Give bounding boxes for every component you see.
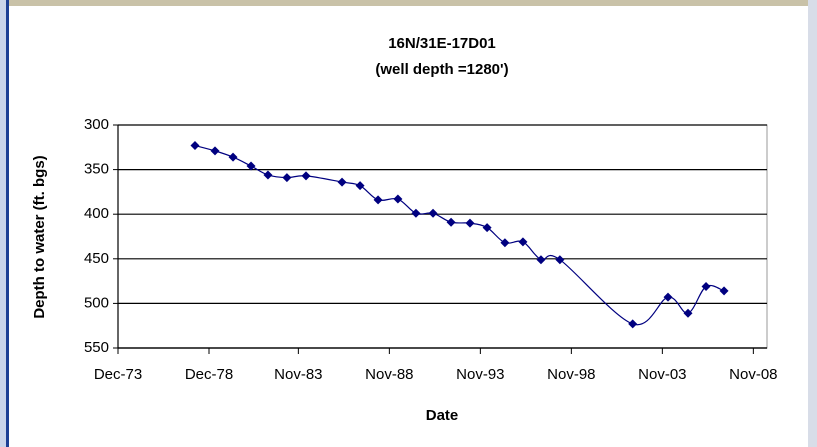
marker: [411, 208, 421, 218]
marker: [701, 281, 711, 291]
marker: [663, 292, 673, 302]
top-strip: [0, 0, 817, 6]
marker: [465, 218, 475, 228]
marker: [518, 237, 528, 247]
plot-area: [117, 124, 768, 349]
marker: [337, 177, 347, 187]
x-tick-label: Dec-78: [185, 366, 233, 383]
marker: [628, 319, 638, 329]
marker: [482, 223, 492, 233]
marker: [210, 146, 220, 156]
marker: [301, 171, 311, 181]
x-tick-label: Nov-93: [456, 366, 504, 383]
x-tick-label: Nov-03: [638, 366, 686, 383]
x-tick-label: Nov-08: [729, 366, 777, 383]
marker: [555, 255, 565, 265]
y-axis-title: Depth to water (ft. bgs): [31, 155, 48, 318]
left-border: [6, 0, 9, 447]
marker: [263, 170, 273, 180]
marker: [228, 152, 238, 162]
y-tick-label: 300: [84, 116, 109, 133]
y-tick-label: 450: [84, 250, 109, 267]
x-axis-title: Date: [426, 407, 459, 424]
marker: [536, 255, 546, 265]
x-tick-label: Dec-73: [94, 366, 142, 383]
x-tick-label: Nov-98: [547, 366, 595, 383]
y-tick-label: 400: [84, 205, 109, 222]
marker: [428, 208, 438, 218]
chart-title: 16N/31E-17D01: [388, 35, 496, 52]
x-tick-label: Nov-88: [365, 366, 413, 383]
y-tick-label: 500: [84, 294, 109, 311]
marker: [190, 141, 200, 151]
marker: [446, 217, 456, 227]
x-tick-label: Nov-83: [274, 366, 322, 383]
marker: [355, 181, 365, 191]
chart-subtitle: (well depth =1280'): [375, 61, 508, 78]
marker: [500, 238, 510, 248]
marker: [246, 161, 256, 171]
marker: [683, 308, 693, 318]
marker: [393, 194, 403, 204]
marker: [373, 195, 383, 205]
left-frame: [0, 0, 6, 447]
right-frame: [808, 0, 817, 447]
marker: [719, 286, 729, 296]
y-tick-label: 550: [84, 339, 109, 356]
marker: [282, 173, 292, 183]
y-tick-label: 350: [84, 161, 109, 178]
